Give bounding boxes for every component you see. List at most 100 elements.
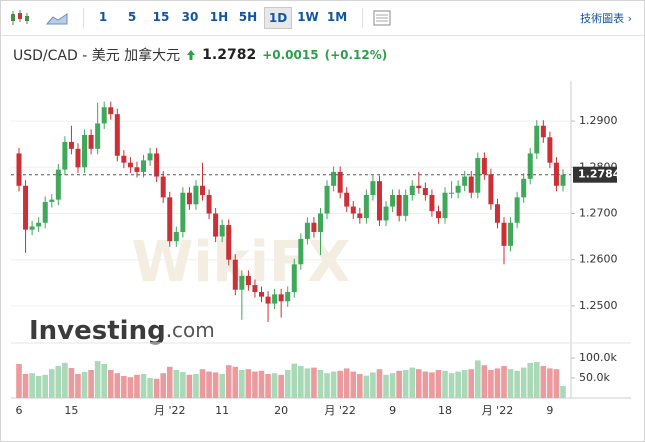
interval-button[interactable]: 15 xyxy=(152,10,170,24)
candle-body xyxy=(16,153,22,186)
candle-body xyxy=(409,185,415,196)
candle-body xyxy=(468,176,474,193)
quote-header: USD/CAD - 美元 加拿大元 1.2782 +0.0015 (+0.12%… xyxy=(13,45,387,65)
candle-body xyxy=(252,285,258,293)
volume-bar xyxy=(429,372,435,398)
candle-body xyxy=(226,225,232,260)
candle-body xyxy=(534,125,540,154)
candle-body xyxy=(527,153,533,179)
volume-bar xyxy=(527,362,534,398)
candle-body xyxy=(42,201,48,223)
candle-body xyxy=(193,185,199,205)
current-price-label: 1.2784 xyxy=(578,168,621,181)
candle-body xyxy=(259,292,265,297)
toolbar: 1 5 15 30 1H 5H 1D 1W 1M 技術圖表 › xyxy=(1,1,644,36)
interval-button[interactable]: 1H xyxy=(209,10,229,24)
volume-bar xyxy=(402,370,409,398)
candle-body xyxy=(547,137,553,163)
candle-body xyxy=(285,292,291,302)
candle-body xyxy=(514,197,520,223)
volume-bar xyxy=(350,371,357,398)
volume-bar xyxy=(121,376,127,398)
candle-body xyxy=(245,275,251,286)
candle-body xyxy=(488,174,494,205)
volume-bar xyxy=(533,362,540,398)
volume-bar xyxy=(68,368,75,398)
volume-bar xyxy=(180,372,186,398)
candle-body xyxy=(462,176,468,186)
volume-bar xyxy=(101,364,108,398)
x-tick-label: 月 '22 xyxy=(324,404,356,417)
volume-bar xyxy=(29,373,35,398)
candle-body xyxy=(540,125,546,138)
interval-button[interactable]: 1D xyxy=(264,7,292,29)
volume-bar xyxy=(547,368,553,398)
candle-body xyxy=(200,185,206,196)
candle-body xyxy=(101,107,107,124)
tech-chart-link[interactable]: 技術圖表 › xyxy=(580,12,632,25)
volume-bar xyxy=(265,374,271,398)
candle-body xyxy=(239,275,245,290)
volume-bar xyxy=(199,369,206,398)
candle-body xyxy=(49,199,55,202)
area-icon[interactable] xyxy=(37,6,77,30)
volume-bar xyxy=(245,369,252,398)
interval-button[interactable]: 1M xyxy=(326,10,348,24)
candle-body xyxy=(331,171,337,186)
volume-bar xyxy=(474,360,481,398)
volume-bar xyxy=(376,369,383,398)
candle-body xyxy=(55,169,61,200)
logo-suffix: .com xyxy=(166,318,215,342)
table-icon[interactable] xyxy=(371,8,393,28)
x-tick-label: 6 xyxy=(16,404,23,417)
volume-bar xyxy=(553,369,560,398)
volume-bar xyxy=(153,378,160,398)
candle-body xyxy=(357,213,363,219)
volume-bar xyxy=(284,370,291,398)
interval-button[interactable]: 5 xyxy=(127,10,137,24)
interval-button[interactable]: 30 xyxy=(181,10,199,24)
volume-bar xyxy=(219,374,225,398)
candle-body xyxy=(265,296,271,304)
volume-bar xyxy=(75,374,81,398)
volume-bar xyxy=(540,366,547,398)
volume-bar xyxy=(317,370,324,398)
change: +0.0015 xyxy=(262,48,319,62)
volume-bar xyxy=(337,370,343,398)
candle-body xyxy=(206,195,212,214)
volume-bar xyxy=(81,372,88,398)
y-tick-label: 1.2600 xyxy=(579,253,618,266)
up-arrow xyxy=(187,50,196,60)
candle-body xyxy=(363,195,369,219)
change-pct: (+0.12%) xyxy=(324,48,388,62)
volume-bar xyxy=(448,373,455,398)
candle-body xyxy=(422,188,428,196)
candle-body xyxy=(272,294,278,304)
candle-body xyxy=(134,167,140,172)
candle-body xyxy=(127,162,133,168)
volume-bar xyxy=(212,372,219,398)
interval-button[interactable]: 1W xyxy=(297,10,319,24)
candle-body xyxy=(219,225,225,237)
candle-body xyxy=(88,134,94,149)
candle-body xyxy=(180,192,186,232)
price: 1.2782 xyxy=(202,47,257,63)
candle-body xyxy=(36,222,42,227)
volume-bar xyxy=(206,371,212,398)
interval-button[interactable]: 5H xyxy=(238,10,258,24)
volume-bar xyxy=(370,372,376,398)
volume-bar xyxy=(225,365,232,398)
candle-body xyxy=(298,238,304,265)
y-tick-label: 1.2900 xyxy=(579,114,618,127)
candle-body xyxy=(370,181,376,196)
candle-body xyxy=(350,206,356,214)
candle-body xyxy=(521,178,527,198)
candle-body xyxy=(501,222,507,246)
candle-icon[interactable] xyxy=(1,6,37,30)
volume-bar xyxy=(186,374,193,398)
tech-chart-text[interactable]: 技術圖表 xyxy=(580,12,625,25)
interval-button[interactable]: 1 xyxy=(98,10,108,24)
volume-bar xyxy=(488,370,494,398)
volume-bar xyxy=(62,362,68,398)
